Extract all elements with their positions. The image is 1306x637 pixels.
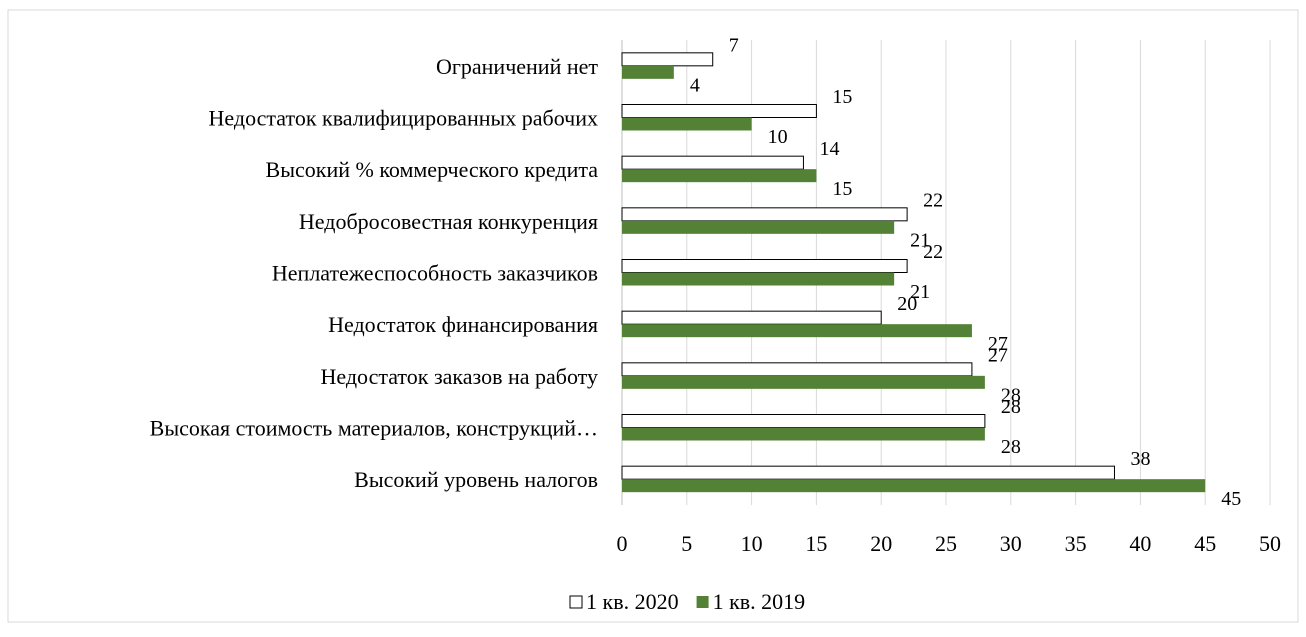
data-label: 45 [1221, 488, 1241, 510]
data-label: 21 [910, 229, 930, 251]
y-tick-label: Недобросовестная конкуренция [299, 209, 598, 234]
data-label: 21 [910, 281, 930, 303]
bar [621, 310, 882, 325]
data-label: 4 [690, 74, 700, 96]
data-label: 14 [819, 138, 839, 160]
legend-label: 1 кв. 2019 [713, 589, 806, 614]
bar [622, 479, 1206, 493]
y-tick-label: Высокая стоимость материалов, конструкци… [150, 416, 598, 441]
bar [622, 117, 752, 131]
data-label: 28 [1001, 436, 1021, 458]
data-label: 38 [1130, 448, 1150, 470]
y-tick-label: Недостаток квалифицированных рабочих [209, 106, 598, 131]
bar [621, 259, 908, 273]
bar [621, 207, 908, 222]
y-tick-label: Ограничений нет [436, 54, 598, 79]
bar [621, 465, 1115, 480]
data-label: 20 [897, 293, 917, 315]
data-label: 22 [923, 189, 943, 211]
bar [621, 52, 714, 67]
data-label: 7 [729, 34, 739, 56]
x-tick-label: 10 [741, 531, 763, 556]
data-label: 27 [988, 333, 1008, 355]
bar [622, 427, 985, 441]
x-tick-label: 40 [1129, 531, 1151, 556]
data-label: 27 [988, 344, 1008, 366]
data-label: 10 [768, 126, 788, 148]
x-tick-label: 35 [1065, 531, 1087, 556]
x-tick-label: 5 [681, 531, 692, 556]
y-tick-label: Недостаток финансирования [328, 312, 598, 337]
bar [622, 272, 895, 286]
data-label: 15 [832, 178, 852, 200]
bar [622, 324, 972, 338]
x-tick-label: 50 [1259, 531, 1281, 556]
data-label: 22 [923, 241, 943, 263]
data-label: 28 [1001, 396, 1021, 418]
x-tick-label: 15 [805, 531, 827, 556]
y-tick-label: Высокий уровень налогов [354, 467, 598, 492]
data-label: 28 [1001, 384, 1021, 406]
bar [622, 169, 817, 183]
legend-swatch [569, 595, 583, 609]
y-tick-label: Неплатежеспособность заказчиков [272, 261, 598, 286]
y-tick-label: Недостаток заказов на работу [320, 364, 598, 389]
legend-swatch [696, 596, 709, 608]
x-tick-label: 45 [1194, 531, 1216, 556]
legend-label: 1 кв. 2020 [586, 589, 679, 614]
x-tick-label: 0 [617, 531, 628, 556]
data-label: 15 [832, 86, 852, 108]
y-tick-label: Высокий % коммерческого кредита [266, 157, 599, 182]
bar [621, 414, 986, 428]
x-tick-label: 25 [935, 531, 957, 556]
bar [621, 104, 817, 118]
bar [622, 220, 895, 234]
bar [621, 155, 804, 170]
bar [621, 362, 973, 377]
bar [622, 375, 985, 389]
x-tick-label: 30 [1000, 531, 1022, 556]
bar [622, 65, 674, 79]
x-tick-label: 20 [870, 531, 892, 556]
